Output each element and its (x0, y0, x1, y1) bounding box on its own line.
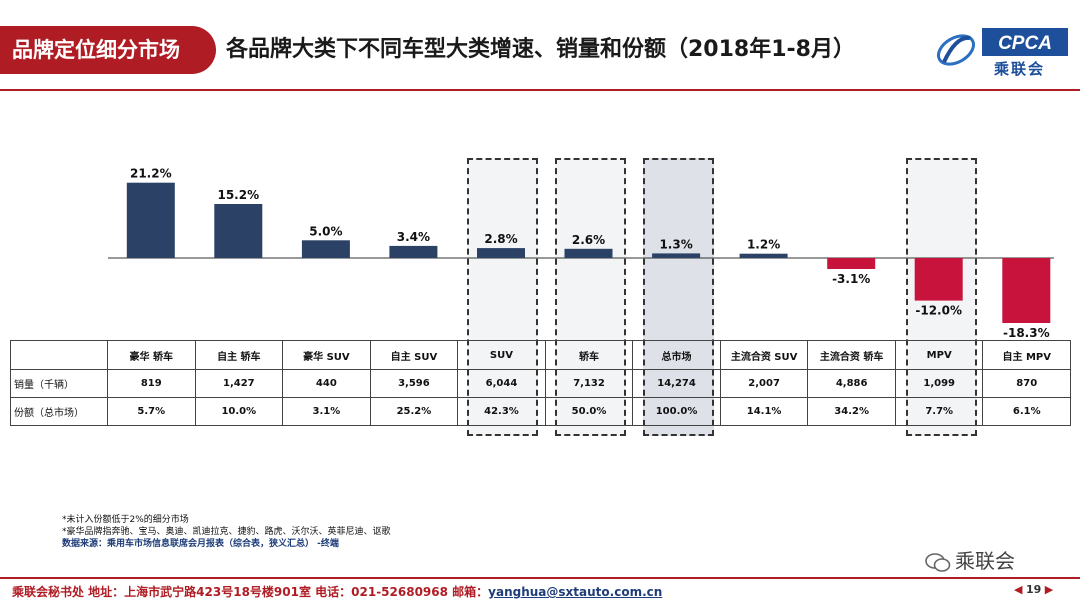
sales-cell: 440 (282, 369, 371, 398)
table-row-sales: 销量（千辆） 819 1,427 440 3,596 6,044 7,132 14,274 2… (10, 369, 1072, 398)
row-label-share: 份额（总市场） (10, 397, 108, 426)
sales-cell: 6,044 (457, 369, 546, 398)
bar-4 (477, 248, 525, 258)
table-header-cell: 自主 SUV (369, 340, 459, 370)
footer-address: 乘联会秘书处 地址：上海市武宁路423号18号楼901室 电话：021-5268… (12, 585, 489, 599)
slide-header: 品牌定位细分市场 各品牌大类下不同车型大类增速、销量和份额（2018年1-8月）… (0, 0, 1080, 92)
bar-10 (1002, 258, 1051, 323)
page-number: 19 (1025, 583, 1042, 596)
sales-cell: 4,886 (807, 369, 896, 398)
bar-value-label-5: 2.6% (572, 233, 605, 247)
footer-email-link[interactable]: yanghua@sxtauto.com.cn (488, 585, 663, 599)
footer-divider (0, 577, 1080, 579)
table-header-cell: 自主 MPV (982, 340, 1072, 370)
footer-contact: 乘联会秘书处 地址：上海市武宁路423号18号楼901室 电话：021-5268… (12, 583, 662, 600)
bar-7 (739, 253, 788, 258)
cpca-logo-text: CPCA (998, 33, 1052, 54)
growth-bar-chart: 21.2% 15.2% 5.0% 3.4% 2.8% 2.6% 1.3% 1.2% -3.1% -… (108, 167, 1054, 340)
bar-0 (126, 182, 175, 258)
bar-value-label-7: 1.2% (747, 238, 780, 252)
sales-cell: 819 (107, 369, 196, 398)
next-page-icon[interactable]: ▶ (1044, 583, 1054, 596)
table-header-cell: 轿车 (544, 340, 634, 370)
cpca-logo-subtitle: 乘联会 (994, 60, 1046, 78)
bar-value-label-10: -18.3% (1003, 326, 1050, 340)
footnote-luxury-brands: *豪华品牌指奔驰、宝马、奥迪、凯迪拉克、捷豹、路虎、沃尔沃、英菲尼迪、讴歌 (62, 527, 391, 537)
page-navigator: ◀ 19 ▶ (1014, 583, 1053, 596)
sales-cell: 870 (982, 369, 1072, 398)
bar-1 (214, 204, 263, 258)
share-cell: 34.2% (807, 397, 896, 426)
share-cell: 100.0% (632, 397, 721, 426)
share-cell: 6.1% (982, 397, 1072, 426)
slide-title: 各品牌大类下不同车型大类增速、销量和份额（2018年1-8月） (226, 37, 855, 62)
share-cell: 14.1% (719, 397, 809, 426)
share-cell: 42.3% (457, 397, 546, 426)
table-header-row: 豪华 轿车 自主 轿车 豪华 SUV 自主 SUV SUV 轿车 总市场 主流合资 SUV 主流… (10, 340, 1072, 370)
sales-share-table: 豪华 轿车 自主 轿车 豪华 SUV 自主 SUV SUV 轿车 总市场 主流合资 SUV 主流… (10, 340, 1072, 426)
cpca-ribbon-logo-icon (936, 34, 976, 66)
table-header-cell: MPV (894, 340, 984, 370)
wechat-watermark: 乘联会 (925, 545, 1015, 574)
table-corner-cell (10, 340, 108, 370)
cpca-logo: CPCA (982, 28, 1068, 56)
header-divider (0, 89, 1080, 91)
bar-value-label-2: 5.0% (309, 224, 342, 238)
bar-value-label-6: 1.3% (659, 237, 692, 251)
table-header-cell: 总市场 (632, 340, 721, 370)
footnote-exclusion: *未计入份额低于2%的细分市场 (62, 515, 189, 525)
watermark-text: 乘联会 (955, 549, 1015, 573)
table-row-share: 份额（总市场） 5.7% 10.0% 3.1% 25.2% 42.3% 50.0% 100.… (10, 397, 1072, 426)
footnotes: *未计入份额低于2%的细分市场 *豪华品牌指奔驰、宝马、奥迪、凯迪拉克、捷豹、路… (62, 514, 391, 550)
bar-value-label-8: -3.1% (832, 272, 870, 286)
table-header-cell: 自主 轿车 (194, 340, 284, 370)
bar-value-label-9: -12.0% (915, 304, 962, 318)
share-cell: 10.0% (194, 397, 284, 426)
bar-value-label-4: 2.8% (484, 232, 517, 246)
row-label-sales: 销量（千辆） (10, 369, 108, 398)
sales-cell: 3,596 (369, 369, 459, 398)
table-header-cell: SUV (457, 340, 546, 370)
table-header-cell: 主流合资 SUV (719, 340, 809, 370)
share-cell: 5.7% (107, 397, 196, 426)
table-header-cell: 豪华 轿车 (107, 340, 196, 370)
bar-value-label-3: 3.4% (397, 230, 430, 244)
wechat-icon (925, 552, 951, 572)
sales-cell: 14,274 (632, 369, 721, 398)
section-badge: 品牌定位细分市场 (0, 26, 216, 74)
table-header-cell: 主流合资 轿车 (807, 340, 896, 370)
sales-cell: 1,427 (194, 369, 284, 398)
data-source-note: 数据来源：乘用车市场信息联席会月报表（综合表，狭义汇总） -终端 (62, 539, 339, 549)
bar-3 (389, 245, 438, 258)
share-cell: 3.1% (282, 397, 371, 426)
bar-5 (564, 248, 613, 258)
share-cell: 7.7% (894, 397, 984, 426)
sales-cell: 1,099 (894, 369, 984, 398)
bar-value-label-0: 21.2% (130, 167, 172, 181)
share-cell: 50.0% (544, 397, 634, 426)
table-header-cell: 豪华 SUV (282, 340, 371, 370)
bar-9 (914, 258, 963, 301)
bar-2 (301, 240, 350, 259)
bar-6 (652, 253, 701, 258)
sales-cell: 2,007 (719, 369, 809, 398)
prev-page-icon[interactable]: ◀ (1014, 583, 1023, 596)
share-cell: 25.2% (369, 397, 459, 426)
bar-value-label-1: 15.2% (217, 188, 259, 202)
sales-cell: 7,132 (544, 369, 634, 398)
bar-8 (827, 258, 876, 269)
